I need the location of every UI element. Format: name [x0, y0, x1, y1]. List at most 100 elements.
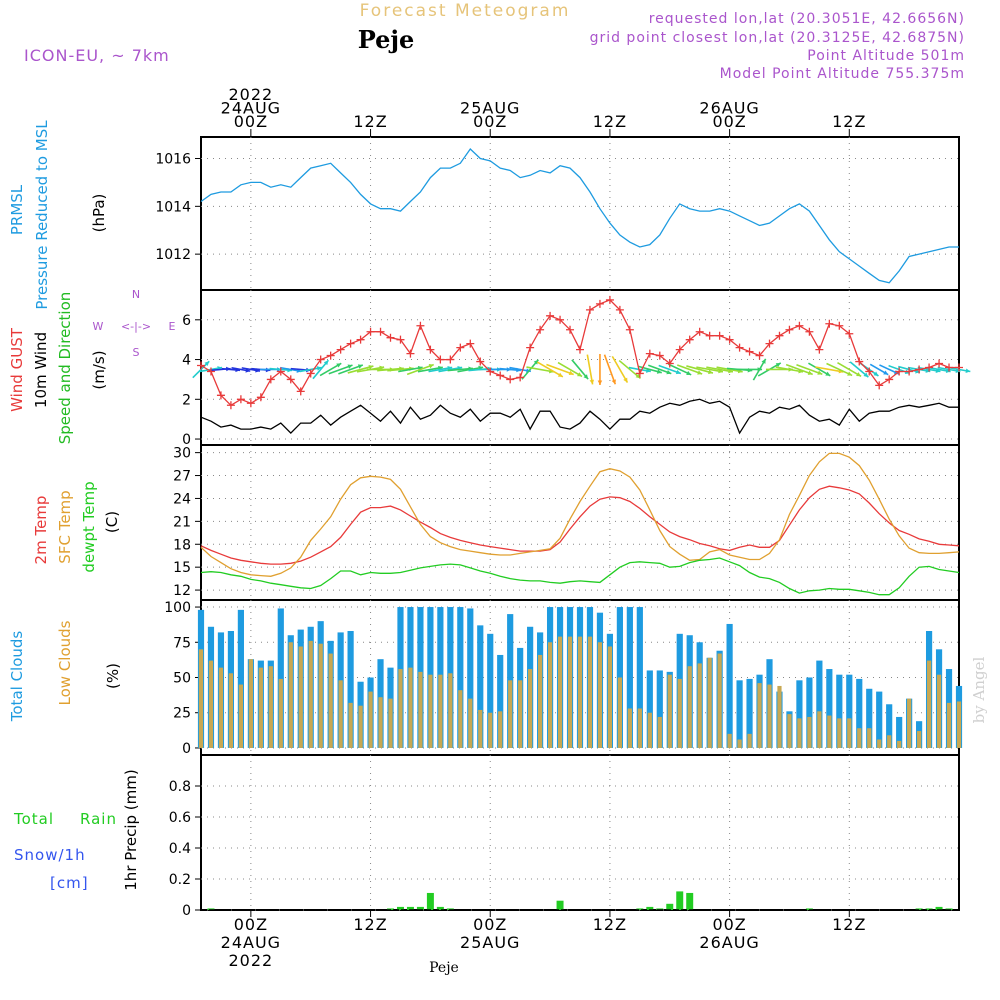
wind-wind-gust-point-69 [885, 375, 894, 384]
clouds-total-bar-55 [746, 678, 753, 748]
clouds-total-bar-66 [856, 678, 863, 748]
wind-wind-gust-point-35 [546, 311, 555, 320]
wind-arrow-63 [815, 366, 844, 373]
wind-wind-gust-point-48 [675, 345, 684, 354]
wind-wind-gust-point-50 [695, 327, 704, 336]
ylabel-low-clouds: Low Clouds [56, 620, 74, 705]
wind-arrow-head-67 [873, 371, 879, 376]
clouds-low-bar-16 [358, 705, 363, 748]
clouds-total-bar-45 [646, 670, 653, 748]
clouds-low-bar-59 [787, 714, 792, 748]
clouds-low-bar-46 [657, 716, 662, 748]
wind-arrow-head-49 [697, 370, 703, 375]
wind-wind-gust-point-54 [735, 343, 744, 352]
clouds-low-bar-28 [478, 709, 483, 748]
wind-wind-gust-point-46 [655, 351, 664, 360]
wind-arrow-head-41 [611, 379, 616, 385]
ylabel-sfc-temp: SFC Temp [56, 490, 74, 563]
clouds-low-bar-67 [867, 728, 872, 748]
time-top-label-4-0: 26AUG [699, 99, 759, 118]
clouds-low-bar-29 [488, 712, 493, 748]
precip-rain-bar-74 [935, 906, 943, 910]
wind-wind-gust-point-44 [635, 369, 644, 378]
pressure-prmsl-line [200, 148, 959, 284]
clouds-low-bar-2 [218, 667, 224, 748]
time-bottom-label-4-0: 00Z [712, 915, 746, 934]
clouds-low-bar-5 [248, 659, 253, 748]
model-altitude: Model Point Altitude 755.375m [720, 66, 965, 82]
wind-wind-gust-point-34 [536, 325, 545, 334]
panel-precip: 0 0.2 0.4 0.6 0.8 [169, 754, 960, 919]
wind-wind-gust-point-42 [615, 305, 624, 314]
clouds-total-bar-64 [836, 674, 843, 748]
temperature-2m-temp-line [200, 485, 960, 565]
precip-rain-bar-47 [666, 903, 674, 910]
clouds-low-bar-51 [707, 657, 712, 748]
clouds-low-bar-41 [607, 646, 613, 748]
wind-arrow-head-60 [807, 370, 813, 375]
clouds-low-bar-24 [438, 674, 443, 748]
time-top-label-2-1: 00Z [473, 112, 507, 131]
clouds-low-bar-70 [897, 740, 902, 748]
wind-wind-gust-point-6 [256, 393, 265, 402]
clouds-low-bar-62 [817, 711, 822, 748]
time-bottom-label-0-0: 00Z [234, 915, 268, 934]
legend-total: Total [13, 810, 54, 828]
precip-rain-bar-24 [436, 906, 444, 910]
precip-rain-bar-46 [656, 908, 664, 910]
wind-arrow-head-37 [577, 372, 583, 377]
temperature-ytick-label-3: 21 [173, 514, 191, 530]
clouds-low-bar-72 [917, 731, 922, 748]
wind-arrow-head-0 [204, 361, 210, 367]
clouds-low-bar-66 [857, 728, 862, 748]
clouds-low-bar-30 [498, 711, 503, 748]
legend-snow-unit: [cm] [50, 874, 89, 892]
clouds-total-bar-29 [487, 633, 494, 748]
wind-wind-gust-point-37 [566, 325, 575, 334]
clouds-low-bar-10 [298, 646, 303, 748]
wind-arrow-head-33 [533, 359, 539, 365]
clouds-low-bar-31 [508, 680, 513, 748]
clouds-low-bar-37 [567, 636, 573, 748]
time-top-label-0-2: 00Z [234, 112, 268, 131]
wind-wind-gust-point-19 [386, 333, 395, 342]
footer-location: Peje [429, 960, 459, 976]
wind-arrow-43 [618, 359, 642, 380]
ylabel-total-clouds: Total Clouds [8, 631, 26, 723]
wind-arrow-head-42 [623, 377, 628, 383]
clouds-low-bar-40 [597, 642, 603, 748]
wind-arrow-60 [785, 363, 813, 376]
watermark: by Angel [970, 656, 988, 723]
clouds-low-bar-0 [198, 649, 204, 748]
clouds-low-bar-47 [667, 674, 672, 748]
wind-wind-gust-point-40 [595, 299, 604, 308]
wind-arrow-35 [536, 361, 564, 378]
wind-wind-gust-point-16 [356, 335, 365, 344]
wind-wind-gust-point-18 [376, 327, 385, 336]
precip-rain-bar-45 [646, 906, 654, 910]
clouds-low-bar-34 [538, 654, 543, 748]
clouds-low-bar-18 [378, 697, 383, 748]
wind-wind-gust-point-38 [576, 345, 584, 354]
temperature-sfc-temp-line [200, 452, 960, 577]
ylabel-celsius: (C) [103, 511, 121, 533]
precip-ytick-label-1: 0.2 [169, 872, 191, 888]
clouds-low-bar-68 [877, 739, 882, 748]
precip-ytick-label-0: 0 [182, 903, 191, 919]
ylabel-speed-direction: Speed and Direction [56, 292, 74, 445]
wind-wind-gust-point-68 [875, 381, 884, 390]
clouds-total-bar-61 [806, 677, 813, 748]
wind-wind-gust-point-36 [556, 315, 565, 324]
time-top-label-2-0: 25AUG [460, 99, 520, 118]
clouds-low-bar-42 [617, 677, 622, 748]
time-bottom-label-2-1: 25AUG [460, 933, 520, 952]
wind-wind-gust-point-9 [286, 375, 295, 384]
clouds-total-bar-67 [866, 688, 873, 748]
wind-arrow-head-61 [817, 370, 823, 375]
precip-rain-bar-20 [396, 906, 404, 910]
clouds-low-bar-49 [687, 666, 692, 748]
clouds-low-bar-25 [448, 673, 453, 748]
wind-arrow-head-11 [316, 366, 322, 371]
